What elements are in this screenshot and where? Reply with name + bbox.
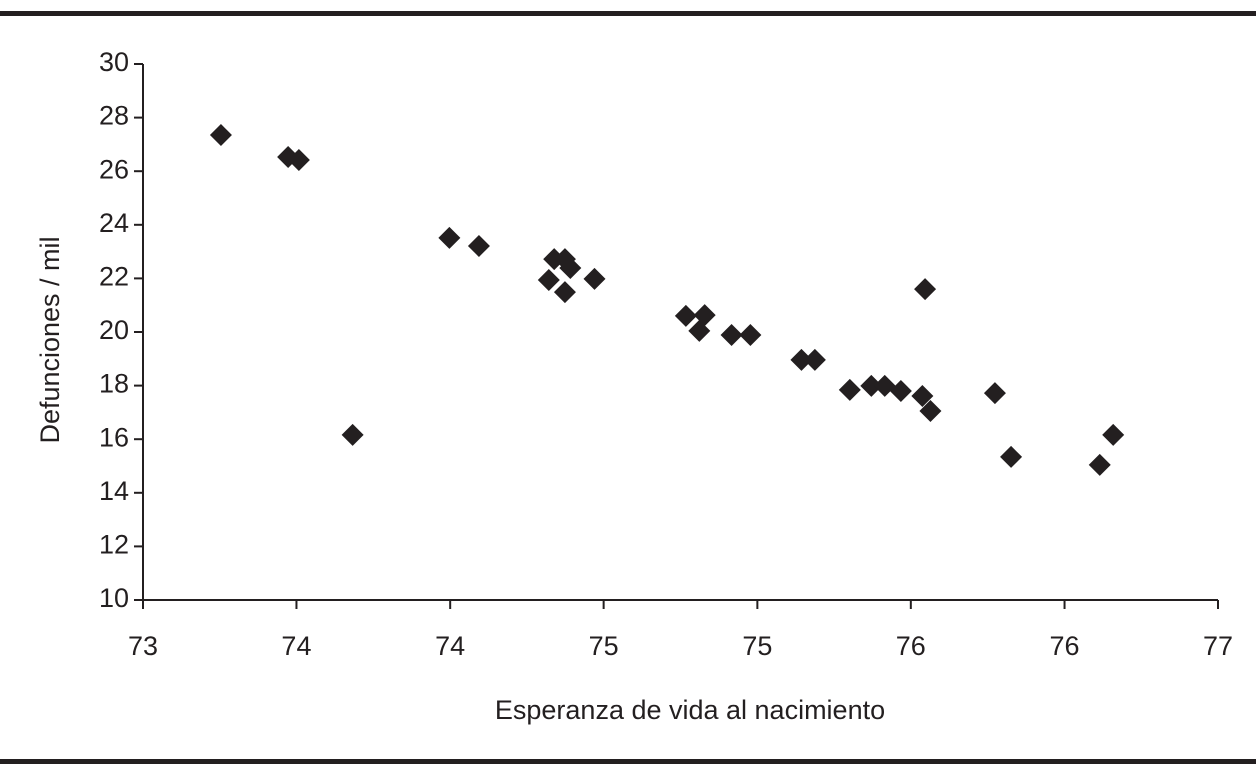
y-tick-label: 16 <box>99 422 129 452</box>
point <box>873 374 896 397</box>
point <box>209 124 232 147</box>
point <box>919 400 942 423</box>
point <box>889 379 912 402</box>
point <box>983 382 1006 405</box>
top-rule <box>0 11 1256 16</box>
bottom-rule <box>0 759 1256 764</box>
point <box>1102 423 1125 446</box>
point <box>1088 453 1111 476</box>
x-axis-label: Esperanza de vida al nacimiento <box>495 695 885 725</box>
point <box>790 348 813 371</box>
y-tick-label: 26 <box>99 154 129 184</box>
x-tick-label: 73 <box>128 631 158 661</box>
y-tick-label: 22 <box>99 262 129 292</box>
point <box>583 267 606 290</box>
point <box>467 234 490 257</box>
point <box>739 323 762 346</box>
point <box>688 319 711 342</box>
point <box>559 256 582 279</box>
point <box>803 348 826 371</box>
point <box>911 385 934 408</box>
point <box>553 281 576 304</box>
point <box>838 378 861 401</box>
point <box>674 304 697 327</box>
y-tick-label: 30 <box>99 47 129 77</box>
x-tick-label: 74 <box>435 631 465 661</box>
x-tick-label: 75 <box>742 631 772 661</box>
y-tick-label: 18 <box>99 369 129 399</box>
point <box>341 423 364 446</box>
y-tick-label: 28 <box>99 101 129 131</box>
x-tick-label: 76 <box>896 631 926 661</box>
point <box>537 269 560 292</box>
point <box>720 323 743 346</box>
y-tick-label: 14 <box>99 476 129 506</box>
y-axis-label: Defunciones / mil <box>35 236 65 443</box>
y-tick-label: 12 <box>99 530 129 560</box>
x-tick-label: 74 <box>281 631 311 661</box>
x-tick-label: 76 <box>1050 631 1080 661</box>
point <box>287 148 310 171</box>
point <box>914 278 937 301</box>
x-tick-label: 75 <box>589 631 619 661</box>
y-tick-label: 24 <box>99 208 129 238</box>
y-tick-label: 10 <box>99 583 129 613</box>
y-tick-label: 20 <box>99 315 129 345</box>
point <box>438 226 461 249</box>
point <box>1000 445 1023 468</box>
x-tick-label: 77 <box>1203 631 1233 661</box>
point <box>860 374 883 397</box>
